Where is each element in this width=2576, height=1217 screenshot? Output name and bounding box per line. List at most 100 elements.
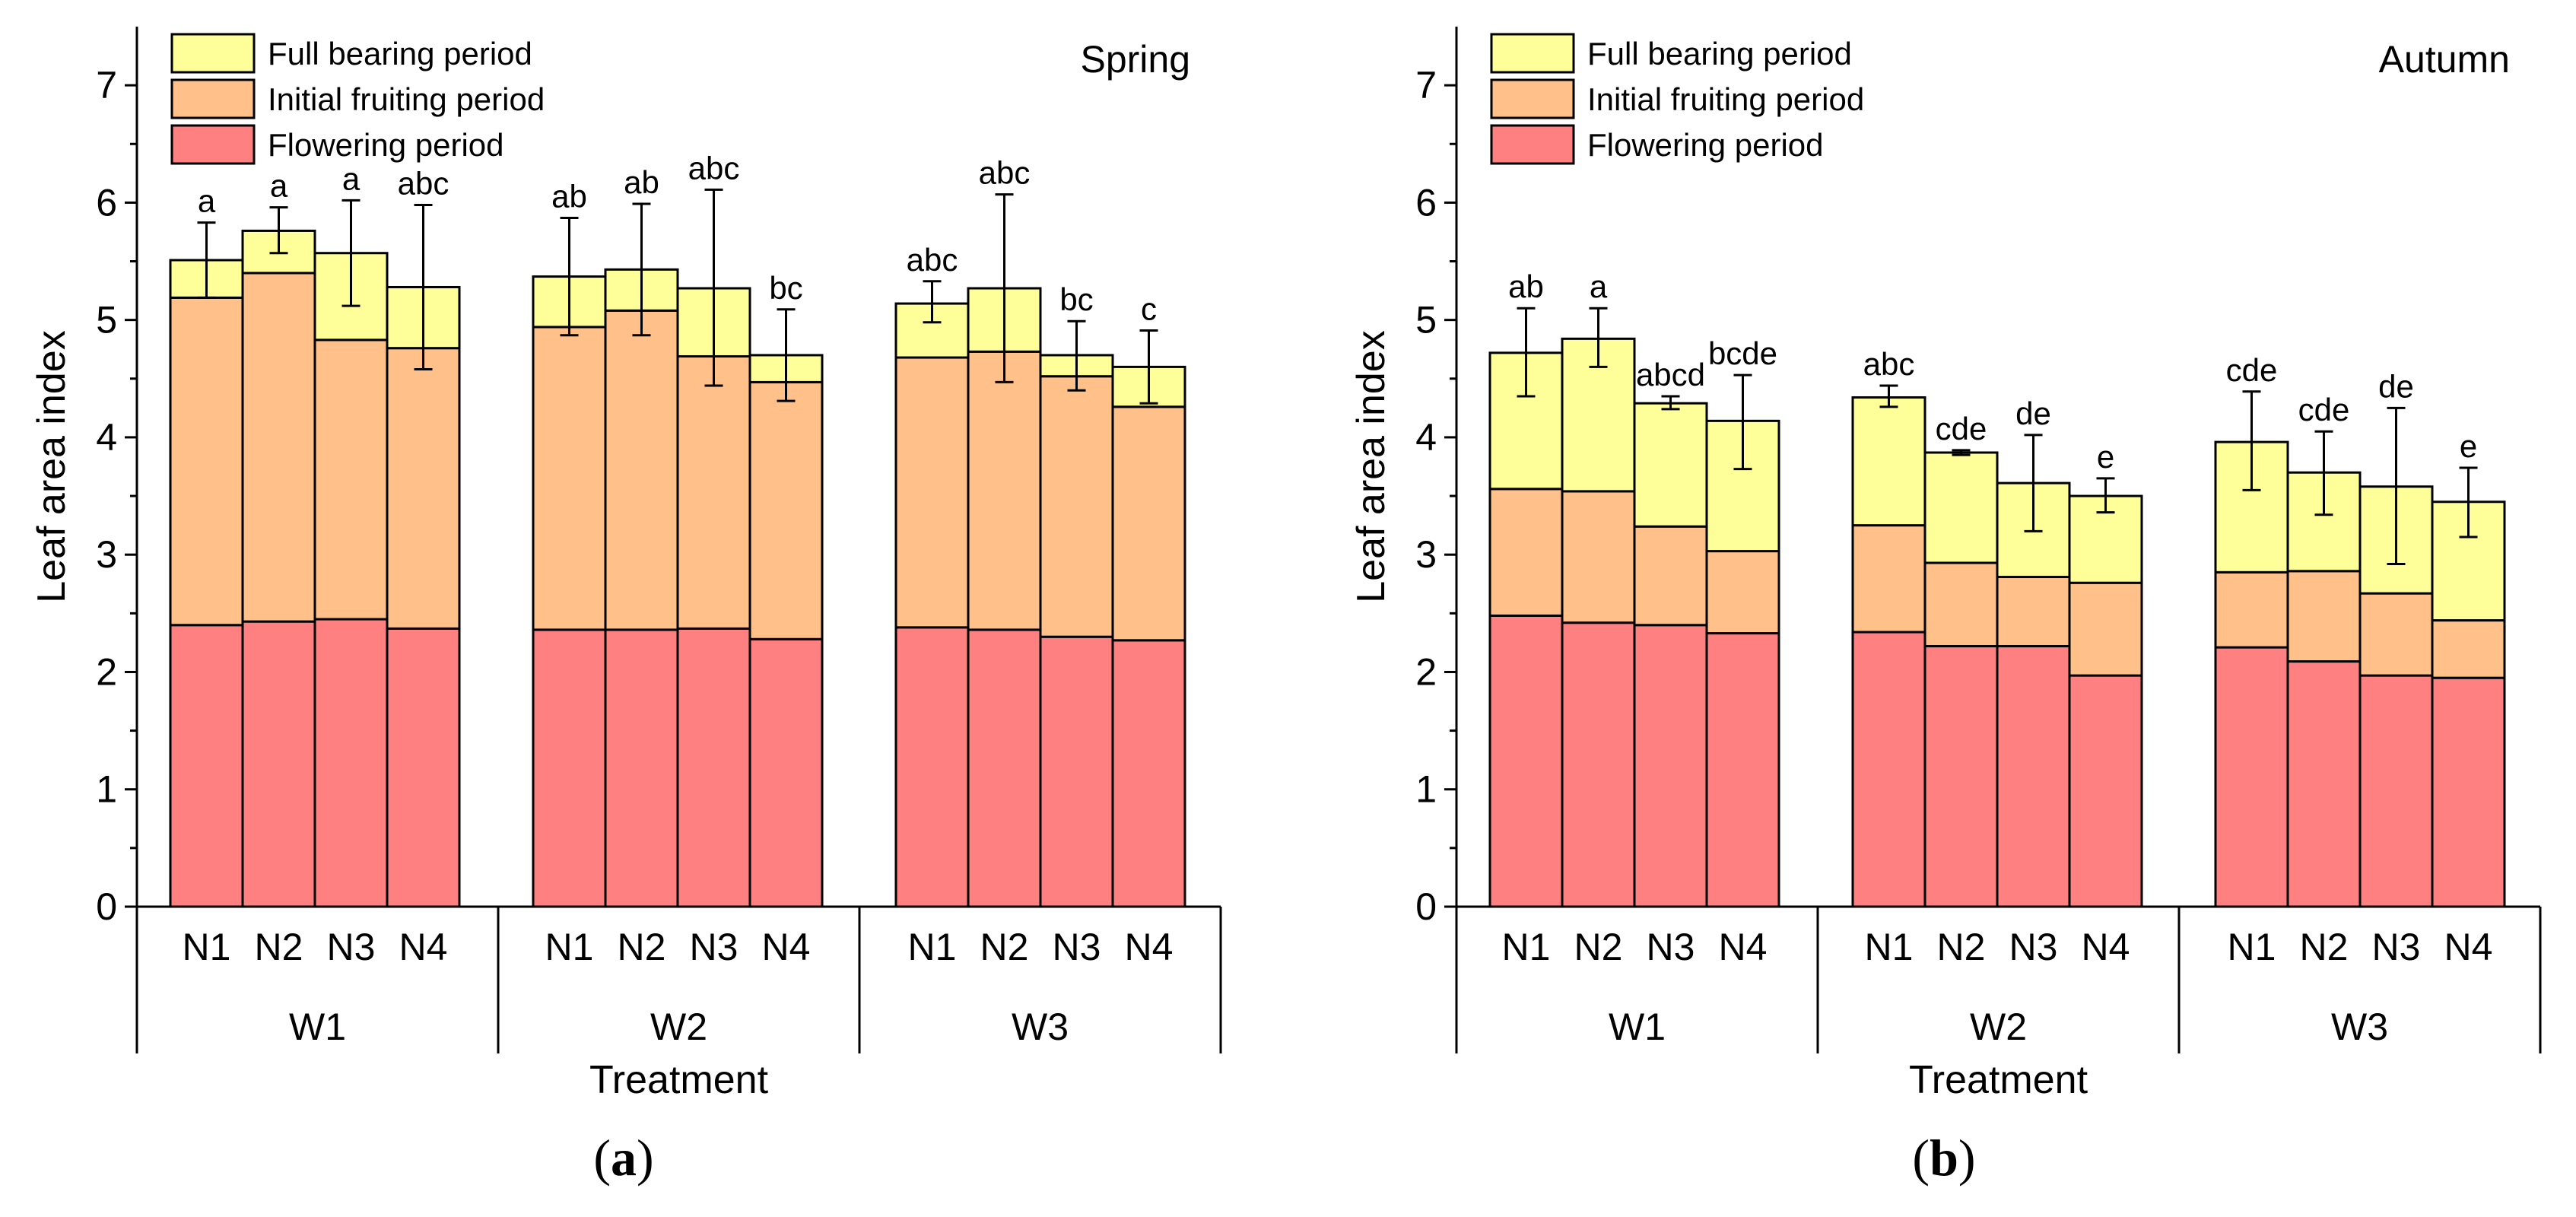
y-tick-label-5: 5 [1415, 299, 1437, 342]
bar-initial-fruiting-W2-N3 [1996, 576, 2071, 648]
y-tick-label-3: 3 [1415, 533, 1437, 576]
significance-letter-W1-N4: bcde [1708, 335, 1777, 371]
bar-flowering-W1-N1 [169, 624, 244, 908]
error-bar-W3-N1 [923, 280, 942, 324]
bar-flowering-W1-N3 [1633, 624, 1708, 908]
x-tick-label-W3-N2: N2 [2300, 926, 2349, 968]
bar-flowering-W3-N1 [894, 626, 970, 908]
significance-letter-W3-N3: bc [1059, 281, 1093, 317]
error-bar-W2-N4 [2096, 477, 2115, 514]
bar-initial-fruiting-W1-N1 [169, 296, 244, 627]
spring-panel: aN1aN2aN3abcN4W1abN1abN2abcN3bcN4W2abcN1… [30, 27, 1222, 1187]
bar-full-bearing-W1-N3 [1633, 402, 1708, 528]
legend: Full bearing period Initial fruiting peri… [1490, 33, 1864, 165]
significance-letter-W1-N2: a [270, 168, 288, 204]
significance-letter-W2-N4: bc [769, 270, 802, 306]
subfigure-letter: b [1930, 1129, 1958, 1187]
legend: Full bearing period Initial fruiting peri… [170, 33, 545, 165]
x-tick-label-W3-N4: N4 [1125, 926, 1174, 968]
bar-initial-fruiting-W2-N2 [1923, 561, 1999, 648]
bar-flowering-W3-N3 [2358, 674, 2434, 908]
x-tick-label-W1-N2: N2 [1574, 926, 1623, 968]
x-tick-label-W1-N3: N3 [1647, 926, 1695, 968]
bar-initial-fruiting-W1-N4 [386, 347, 461, 630]
y-tick-label-1: 1 [96, 768, 117, 811]
x-tick-label-W3-N3: N3 [2372, 926, 2421, 968]
bar-initial-fruiting-W2-N4 [2068, 581, 2143, 677]
x-tick-label-W1-N1: N1 [183, 926, 231, 968]
bar-initial-fruiting-W3-N1 [2214, 570, 2289, 649]
bar-flowering-W1-N4 [1705, 632, 1780, 908]
significance-letter-W1-N1: ab [1508, 269, 1544, 304]
bar-initial-fruiting-W2-N2 [604, 309, 679, 631]
paren-close: ) [637, 1129, 654, 1187]
bar-initial-fruiting-W2-N3 [676, 354, 751, 630]
error-bar-W2-N3 [2024, 434, 2043, 532]
error-bar-W1-N2 [269, 206, 288, 255]
y-tick-label-2: 2 [96, 650, 117, 693]
legend-label-0: Full bearing period [268, 36, 532, 71]
bar-full-bearing-W2-N1 [1851, 396, 1926, 527]
legend-swatch-2 [1490, 124, 1575, 165]
x-tick-label-W1-N4: N4 [1719, 926, 1768, 968]
bar-initial-fruiting-W1-N3 [313, 338, 389, 621]
bar-flowering-W1-N4 [386, 627, 461, 908]
y-tick-label-6: 6 [1415, 181, 1437, 224]
bar-initial-fruiting-W3-N2 [967, 350, 1042, 631]
group-label-W2: W2 [1970, 1006, 2027, 1048]
bar-flowering-W2-N1 [532, 628, 607, 908]
significance-letter-W2-N4: e [2097, 439, 2114, 475]
error-bar-W1-N2 [1589, 307, 1608, 368]
bar-flowering-W3-N2 [967, 628, 1042, 908]
x-tick-label-W2-N4: N4 [762, 926, 811, 968]
significance-letter-W2-N1: abc [1863, 346, 1915, 382]
y-tick-label-0: 0 [1415, 885, 1437, 928]
bar-flowering-W1-N3 [313, 618, 389, 908]
bar-initial-fruiting-W1-N3 [1633, 525, 1708, 627]
bar-initial-fruiting-W2-N4 [748, 380, 824, 640]
legend-swatch-0 [1490, 33, 1575, 74]
significance-letter-W3-N1: cde [2226, 352, 2278, 388]
y-tick-label-2: 2 [1415, 650, 1437, 693]
subfigure-label: (a) [593, 1129, 653, 1187]
x-tick-label-W3-N2: N2 [980, 926, 1029, 968]
y-tick-label-7: 7 [96, 64, 117, 106]
significance-letter-W1-N2: a [1590, 269, 1608, 304]
bar-initial-fruiting-W3-N4 [2431, 619, 2506, 679]
group-label-W1: W1 [289, 1006, 346, 1048]
bar-flowering-W2-N3 [1996, 645, 2071, 908]
x-tick-label-W3-N1: N1 [908, 926, 957, 968]
legend-label-1: Initial fruiting period [268, 81, 545, 117]
error-bar-W2-N1 [560, 216, 579, 337]
error-bar-W2-N2 [632, 202, 651, 337]
x-tick-label-W2-N2: N2 [618, 926, 666, 968]
group-label-W1: W1 [1609, 1006, 1666, 1048]
x-tick-label-W3-N1: N1 [2228, 926, 2276, 968]
y-tick-label-0: 0 [96, 885, 117, 928]
bar-flowering-W2-N1 [1851, 631, 1926, 908]
season-title: Autumn [2379, 38, 2510, 81]
significance-letter-W2-N2: ab [624, 164, 659, 200]
y-axis-label: Leaf area index [30, 330, 74, 603]
bar-initial-fruiting-W1-N2 [1561, 490, 1636, 624]
y-tick-label-4: 4 [96, 416, 117, 459]
bar-full-bearing-W2-N2 [1923, 451, 1999, 564]
x-tick-label-W2-N3: N3 [690, 926, 738, 968]
bar-initial-fruiting-W2-N1 [1851, 524, 1926, 634]
error-bar-W1-N3 [341, 199, 361, 307]
significance-letter-W1-N3: abcd [1636, 357, 1705, 392]
error-bar-W3-N1 [2242, 390, 2261, 491]
error-bar-W2-N1 [1879, 384, 1898, 408]
season-title: Spring [1080, 38, 1190, 81]
x-tick-label-W2-N1: N1 [1865, 926, 1914, 968]
significance-letter-W2-N3: abc [688, 150, 740, 186]
bar-flowering-W2-N2 [604, 628, 679, 908]
bar-initial-fruiting-W1-N1 [1488, 488, 1564, 617]
bar-flowering-W3-N4 [1111, 639, 1186, 908]
y-tick-label-1: 1 [1415, 768, 1437, 811]
paren-open: ( [1912, 1129, 1930, 1187]
error-bar-W2-N3 [704, 188, 723, 387]
x-axis-label: Treatment [1909, 1058, 2088, 1102]
error-bar-W3-N4 [2459, 466, 2478, 539]
